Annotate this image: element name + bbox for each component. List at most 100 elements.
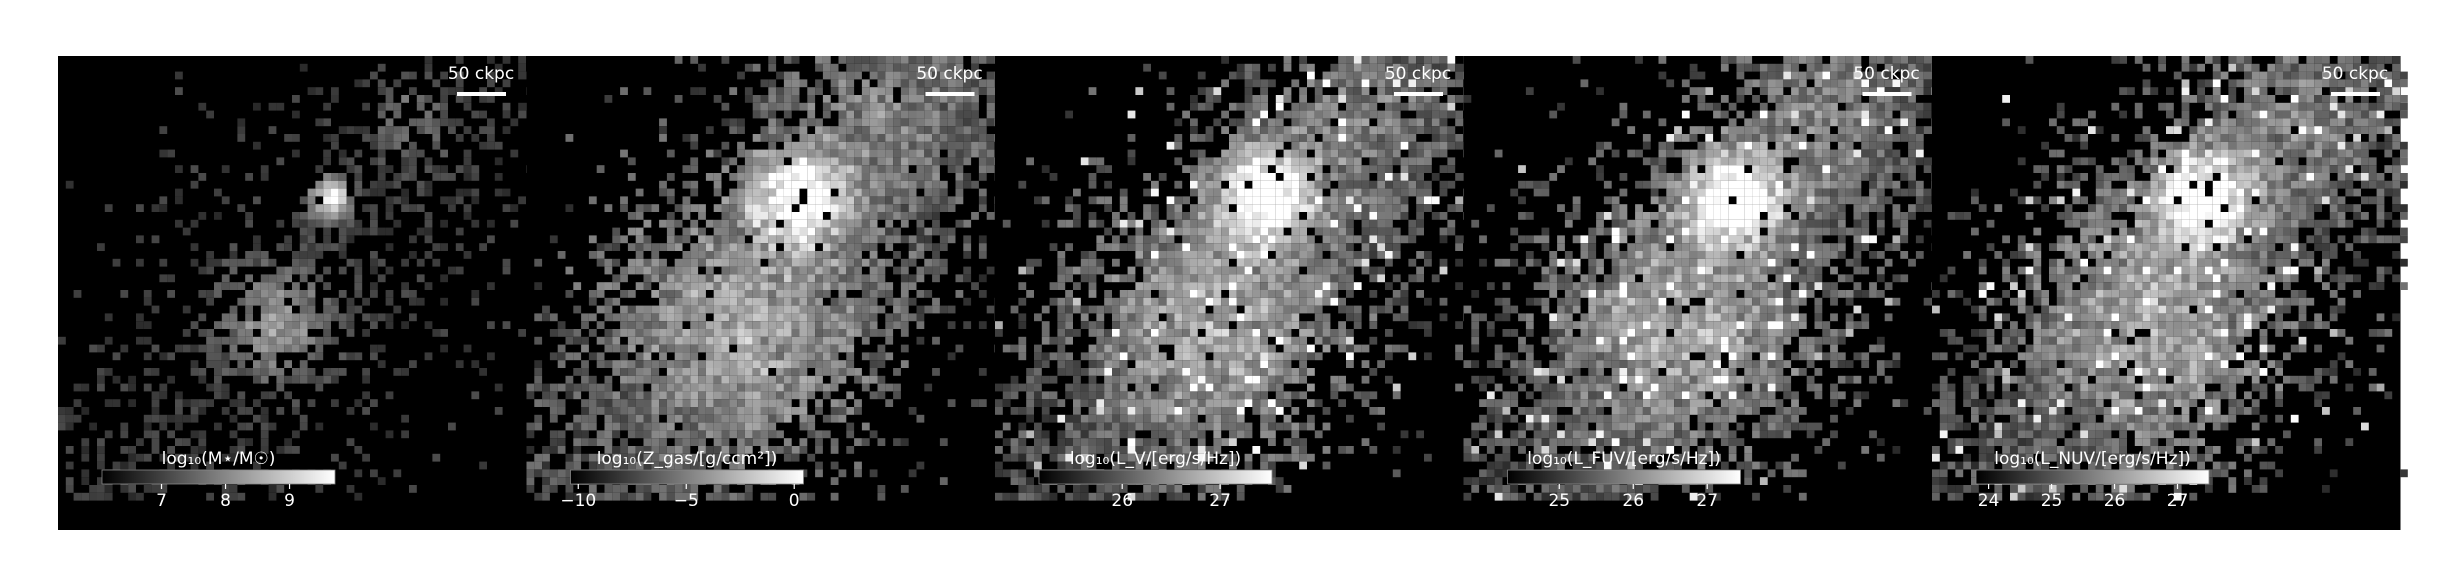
image-pixel	[1182, 274, 1190, 283]
image-pixel	[838, 469, 847, 478]
image-pixel	[869, 235, 878, 244]
image-pixel	[1260, 212, 1268, 220]
image-pixel	[1385, 87, 1393, 95]
image-pixel	[932, 274, 940, 283]
image-pixel	[1213, 305, 1222, 314]
image-pixel	[721, 407, 730, 415]
image-pixel	[1416, 110, 1424, 119]
image-pixel	[721, 102, 730, 111]
image-pixel	[620, 313, 628, 322]
image-pixel	[401, 134, 409, 142]
image-pixel	[713, 305, 722, 314]
image-pixel	[1845, 95, 1854, 103]
image-pixel	[690, 188, 699, 197]
image-pixel	[1065, 290, 1073, 298]
image-pixel	[245, 329, 253, 337]
image-pixel	[1439, 212, 1448, 220]
image-pixel	[783, 344, 792, 353]
image-pixel	[1361, 79, 1370, 88]
image-pixel	[331, 297, 339, 306]
image-pixel	[97, 477, 105, 485]
image-pixel	[1127, 430, 1136, 439]
image-pixel	[830, 71, 839, 80]
image-pixel	[822, 352, 831, 361]
image-pixel	[635, 251, 644, 259]
image-pixel	[971, 95, 979, 103]
image-pixel	[1392, 227, 1401, 236]
image-pixel	[1268, 118, 1276, 127]
image-pixel	[370, 290, 378, 298]
image-pixel	[1431, 63, 1440, 72]
image-pixel	[1283, 352, 1292, 361]
image-pixel	[331, 134, 339, 142]
image-pixel	[338, 188, 347, 197]
image-pixel	[1353, 126, 1362, 134]
image-pixel	[1174, 407, 1183, 415]
image-pixel	[768, 492, 777, 501]
image-pixel	[643, 258, 652, 267]
image-pixel	[1244, 165, 1253, 173]
image-pixel	[1400, 134, 1409, 142]
image-pixel	[893, 297, 901, 306]
image-pixel	[1104, 180, 1112, 189]
image-pixel	[1431, 79, 1440, 88]
image-pixel	[604, 375, 613, 384]
image-pixel	[1096, 438, 1105, 446]
image-pixel	[1260, 266, 1268, 275]
image-pixel	[299, 305, 308, 314]
image-pixel	[690, 313, 699, 322]
image-pixel	[1791, 79, 1799, 88]
image-pixel	[635, 329, 644, 337]
image-pixel	[1346, 313, 1354, 322]
image-pixel	[666, 344, 675, 353]
image-pixel	[1299, 243, 1307, 251]
image-pixel	[1034, 368, 1042, 376]
image-pixel	[409, 290, 417, 298]
image-pixel	[416, 258, 425, 267]
image-pixel	[1244, 305, 1253, 314]
image-pixel	[73, 492, 82, 501]
image-pixel	[877, 485, 886, 493]
image-pixel	[713, 485, 722, 493]
image-pixel	[713, 313, 722, 322]
image-pixel	[1104, 297, 1112, 306]
image-pixel	[877, 305, 886, 314]
image-pixel	[799, 157, 808, 166]
image-pixel	[424, 118, 433, 127]
image-pixel	[268, 368, 277, 376]
image-pixel	[752, 352, 761, 361]
image-pixel	[604, 344, 613, 353]
image-pixel	[1431, 71, 1440, 80]
image-pixel	[978, 196, 987, 205]
image-pixel	[830, 297, 839, 306]
image-pixel	[214, 368, 222, 376]
image-pixel	[971, 56, 979, 64]
image-pixel	[221, 368, 230, 376]
image-pixel	[674, 313, 683, 322]
image-pixel	[947, 235, 956, 244]
image-pixel	[830, 266, 839, 275]
image-pixel	[627, 422, 636, 431]
image-pixel	[877, 95, 886, 103]
image-pixel	[1119, 352, 1128, 361]
image-pixel	[1283, 258, 1292, 267]
image-pixel	[1229, 282, 1237, 290]
image-pixel	[1127, 422, 1136, 431]
image-pixel	[1112, 446, 1120, 454]
image-pixel	[401, 258, 409, 267]
image-pixel	[1127, 219, 1136, 228]
image-pixel	[830, 282, 839, 290]
image-pixel	[869, 274, 878, 283]
image-pixel	[612, 336, 621, 345]
image-pixel	[151, 407, 160, 415]
image-pixel	[1026, 290, 1034, 298]
image-pixel	[1260, 329, 1268, 337]
image-pixel	[97, 446, 105, 454]
image-pixel	[1135, 219, 1144, 228]
image-pixel	[620, 368, 628, 376]
image-pixel	[1385, 329, 1393, 337]
image-pixel	[1143, 399, 1151, 407]
image-pixel	[846, 407, 855, 415]
image-pixel	[1330, 204, 1339, 212]
image-pixel	[385, 266, 394, 275]
